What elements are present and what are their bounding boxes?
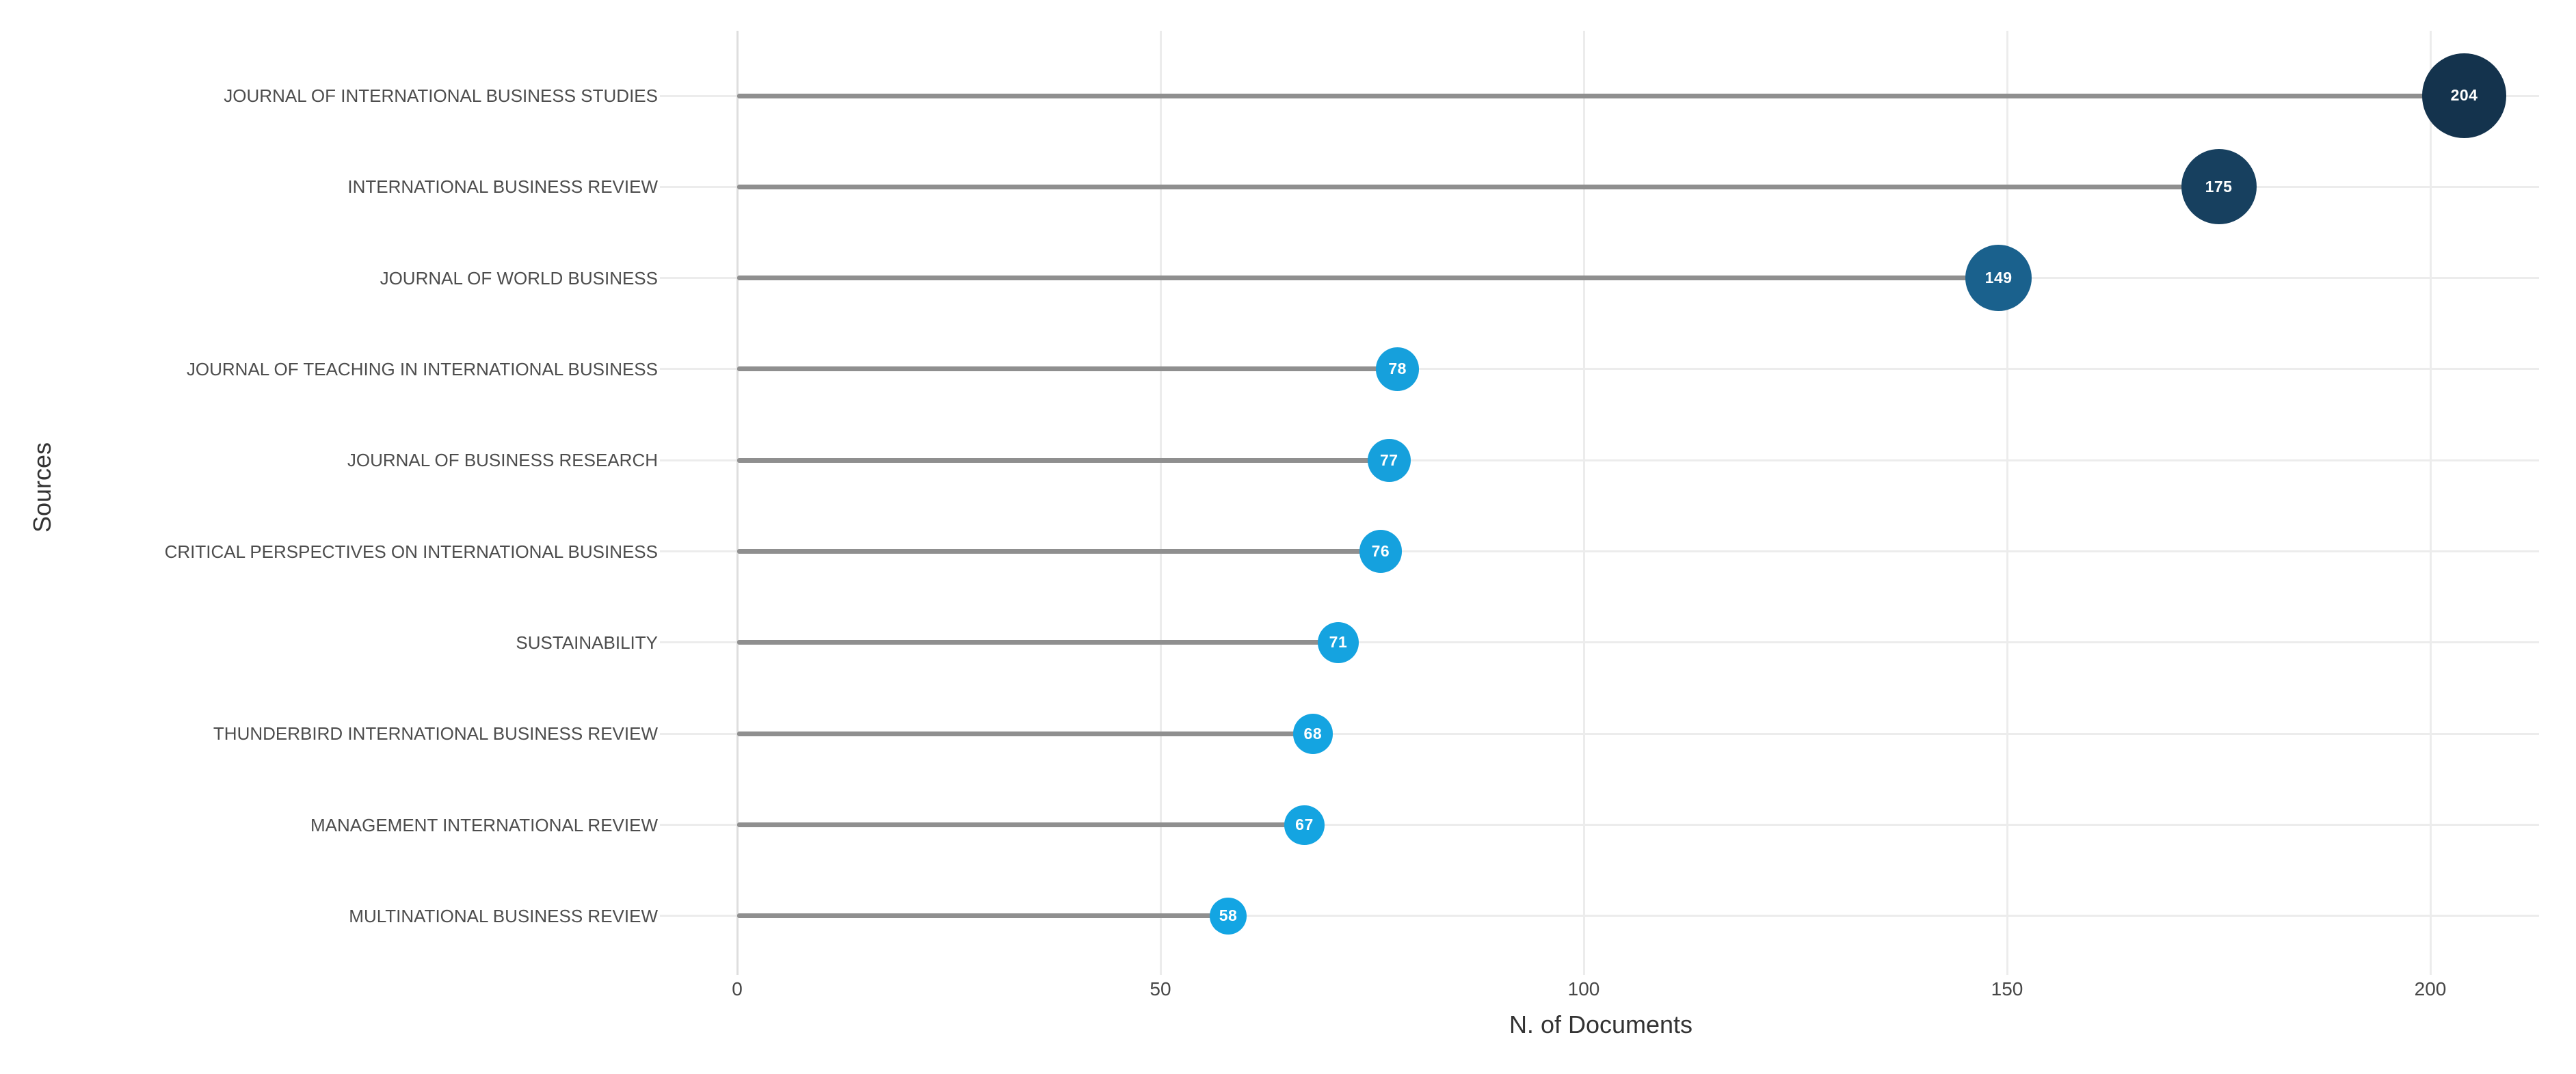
bubble-value-label: 149 xyxy=(1984,269,2013,287)
x-gridline xyxy=(1159,31,1162,975)
bubble-value-label: 67 xyxy=(1295,816,1314,834)
x-gridline xyxy=(1582,31,1585,975)
category-label: JOURNAL OF WORLD BUSINESS xyxy=(380,267,658,288)
lollipop-bubble[interactable]: 58 xyxy=(1210,898,1247,935)
lollipop-bubble[interactable]: 71 xyxy=(1317,621,1359,664)
lollipop-bubble[interactable]: 76 xyxy=(1359,530,1403,573)
bubble-value-label: 175 xyxy=(2205,177,2233,196)
category-label: JOURNAL OF TEACHING IN INTERNATIONAL BUS… xyxy=(186,358,658,379)
x-gridline xyxy=(2429,31,2432,975)
x-gridline xyxy=(2006,31,2008,975)
lollipop-stick xyxy=(737,457,1390,463)
bubble-value-label: 76 xyxy=(1371,542,1390,561)
lollipop-bubble[interactable]: 68 xyxy=(1292,713,1333,754)
row-gridline xyxy=(660,550,2539,553)
category-label: SUSTAINABILITY xyxy=(516,632,658,653)
category-label: JOURNAL OF BUSINESS RESEARCH xyxy=(347,450,658,471)
x-tick-label: 100 xyxy=(1567,978,1600,999)
lollipop-stick xyxy=(737,822,1305,828)
lollipop-stick xyxy=(737,731,1313,736)
lollipop-stick xyxy=(737,913,1229,919)
category-label: MULTINATIONAL BUSINESS REVIEW xyxy=(349,905,658,926)
row-gridline xyxy=(660,368,2539,371)
lollipop-stick xyxy=(737,366,1398,372)
bubble-value-label: 68 xyxy=(1303,724,1323,742)
lollipop-bubble[interactable]: 149 xyxy=(1965,244,2032,312)
bubble-value-label: 77 xyxy=(1379,451,1398,469)
x-tick-label: 150 xyxy=(1991,978,2023,999)
bubble-value-label: 58 xyxy=(1219,907,1238,925)
row-gridline xyxy=(660,915,2539,917)
lollipop-bubble[interactable]: 67 xyxy=(1284,805,1325,845)
row-gridline xyxy=(660,641,2539,644)
lollipop-bubble[interactable]: 77 xyxy=(1367,438,1411,482)
bubble-value-label: 78 xyxy=(1388,360,1407,378)
lollipop-stick xyxy=(737,640,1338,645)
category-label: INTERNATIONAL BUSINESS REVIEW xyxy=(347,176,658,198)
lollipop-stick xyxy=(737,184,2219,189)
row-gridline xyxy=(660,732,2539,735)
category-label: CRITICAL PERSPECTIVES ON INTERNATIONAL B… xyxy=(164,541,658,562)
lollipop-bubble[interactable]: 204 xyxy=(2421,53,2507,138)
x-gridline xyxy=(736,31,739,975)
lollipop-stick xyxy=(737,276,1999,281)
bubble-value-label: 71 xyxy=(1329,633,1348,652)
x-tick-label: 50 xyxy=(1150,978,1171,999)
row-gridline xyxy=(660,459,2539,461)
category-label: JOURNAL OF INTERNATIONAL BUSINESS STUDIE… xyxy=(224,85,658,106)
lollipop-bubble[interactable]: 78 xyxy=(1375,347,1420,391)
category-label: MANAGEMENT INTERNATIONAL REVIEW xyxy=(310,814,658,835)
lollipop-stick xyxy=(737,549,1381,554)
lollipop-stick xyxy=(737,93,2465,98)
lollipop-bubble[interactable]: 175 xyxy=(2181,149,2257,225)
x-tick-label: 200 xyxy=(2414,978,2447,999)
x-axis-title: N. of Documents xyxy=(1509,1010,1693,1038)
row-gridline xyxy=(660,824,2539,827)
bubble-value-label: 204 xyxy=(2450,86,2478,105)
category-label: THUNDERBIRD INTERNATIONAL BUSINESS REVIE… xyxy=(213,723,658,744)
x-tick-label: 0 xyxy=(732,978,743,999)
